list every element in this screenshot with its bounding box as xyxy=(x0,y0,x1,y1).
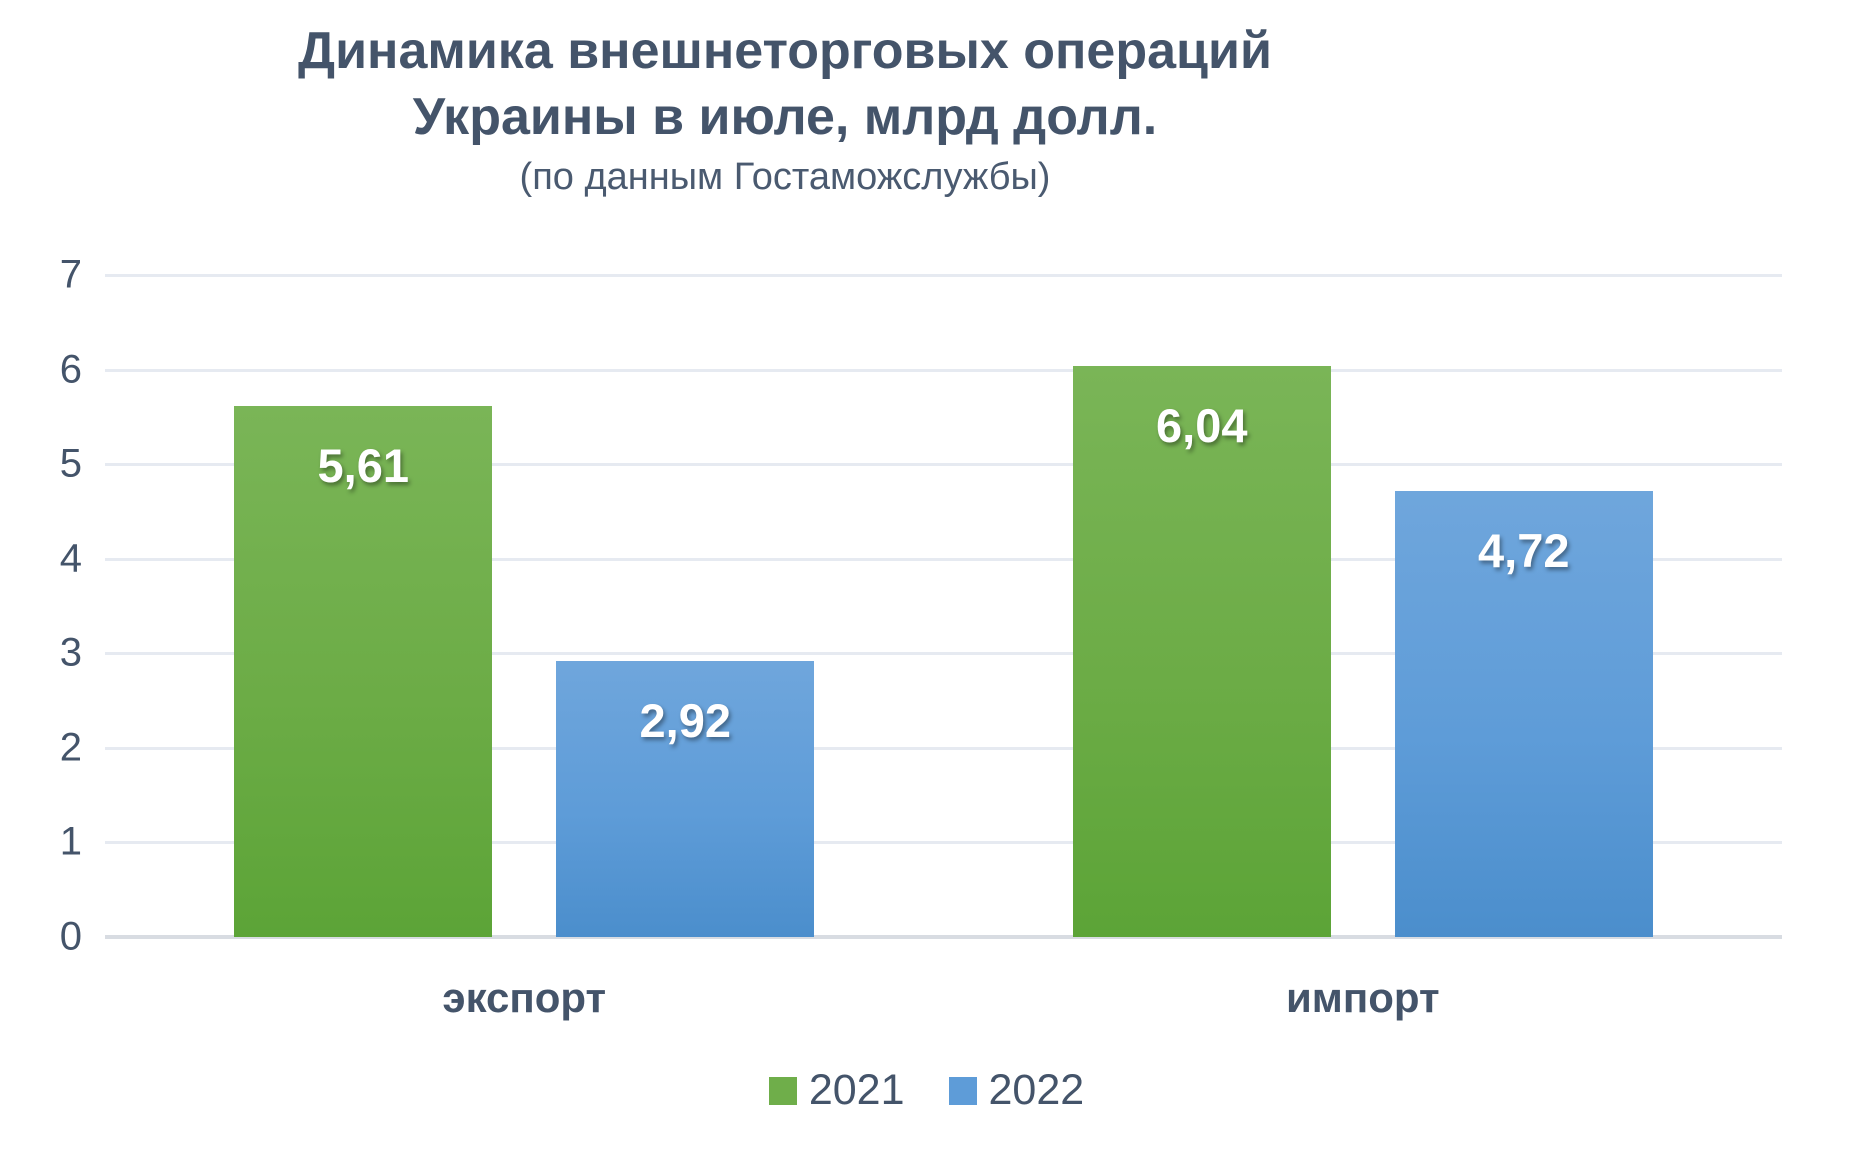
legend: 2021 2022 xyxy=(0,1066,1853,1115)
legend-label-2022: 2022 xyxy=(988,1066,1085,1114)
gridline-y2 xyxy=(105,746,1782,750)
category-label-импорт: импорт xyxy=(1285,974,1440,1021)
chart-subtitle: (по данным Гостаможслужбы) xyxy=(519,156,1051,199)
y-tick-label-4: 4 xyxy=(59,536,82,581)
bar-импорт-2021 xyxy=(1072,366,1331,937)
chart-title-line2: Украины в июле, млрд долл. xyxy=(412,88,1158,147)
y-tick-label-3: 3 xyxy=(59,630,82,675)
y-tick-label-7: 7 xyxy=(59,252,82,297)
bar-экспорт-2021 xyxy=(234,406,493,937)
bar-value-label-импорт-2021: 6,04 xyxy=(1156,399,1248,452)
y-tick-label-5: 5 xyxy=(59,441,82,486)
legend-swatch-2022 xyxy=(948,1076,977,1105)
x-axis-line xyxy=(105,935,1782,939)
legend-swatch-2021 xyxy=(768,1076,797,1105)
bar-экспорт-2022 xyxy=(556,661,815,937)
legend-item-2022: 2022 xyxy=(948,1066,1085,1115)
gridline-y3 xyxy=(105,652,1782,656)
gridline-y1 xyxy=(105,841,1782,845)
legend-item-2021: 2021 xyxy=(768,1066,905,1115)
bar-value-label-импорт-2022: 4,72 xyxy=(1478,524,1570,577)
category-label-экспорт: экспорт xyxy=(442,974,607,1021)
bar-value-label-экспорт-2022: 2,92 xyxy=(639,694,731,747)
gridline-y7 xyxy=(105,274,1782,277)
y-tick-label-1: 1 xyxy=(59,819,82,864)
chart-title-line1: Динамика внешнеторговых операций xyxy=(298,22,1272,80)
y-tick-label-6: 6 xyxy=(59,347,82,392)
chart-title: Динамика внешнеторговых операций Украины… xyxy=(0,18,1570,150)
chart-header: Динамика внешнеторговых операций Украины… xyxy=(0,18,1570,199)
bar-импорт-2022 xyxy=(1394,491,1653,937)
gridline-y6 xyxy=(105,368,1782,372)
y-tick-label-0: 0 xyxy=(59,914,82,959)
legend-label-2021: 2021 xyxy=(808,1066,905,1114)
y-tick-label-2: 2 xyxy=(59,725,82,770)
gridline-y4 xyxy=(105,557,1782,561)
bar-value-label-экспорт-2021: 5,61 xyxy=(317,439,409,492)
gridline-y5 xyxy=(105,463,1782,467)
